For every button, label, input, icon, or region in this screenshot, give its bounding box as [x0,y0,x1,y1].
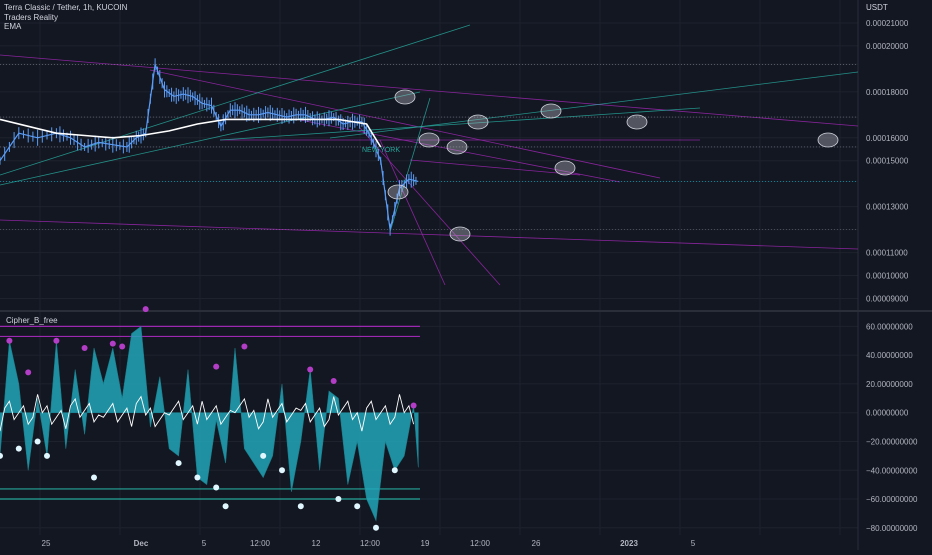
signal-dot-bottom [222,503,229,510]
sub-y-tick-label: 0.00000000 [866,409,909,418]
sub-y-tick-label: −60.00000000 [866,495,918,504]
sub-y-tick-label: 60.00000000 [866,322,913,331]
trend-line-purple [299,119,621,183]
circle-annotation [446,139,468,155]
indicator-traders-reality[interactable]: Traders Reality [4,12,58,22]
signal-dot-top [213,363,220,370]
sub-y-tick-label: 20.00000000 [866,380,913,389]
x-tick-label: 5 [202,539,207,548]
signal-dot-top [119,343,126,350]
y-tick-label: 0.00015000 [866,157,909,166]
signal-dot-bottom [391,467,398,474]
wave-area [0,325,419,522]
sub-y-tick-label: 40.00000000 [866,351,913,360]
y-tick-label: 0.00009000 [866,295,909,304]
y-tick-label: 0.00020000 [866,42,909,51]
signal-dot-top [142,306,149,313]
trend-line-purple [409,159,581,176]
y-tick-label: 0.00016000 [866,134,909,143]
signal-dot-bottom [34,438,41,445]
x-tick-label: 25 [42,539,51,548]
trend-line-purple [0,54,859,127]
signal-dot-bottom [213,484,220,491]
x-tick-label: 12:00 [470,539,491,548]
grid [0,0,858,535]
ema-line [0,118,382,148]
indicator-ema[interactable]: EMA [4,22,22,31]
trend-line-teal [0,91,421,186]
signal-dot-bottom [260,452,267,459]
signal-dot-top [6,337,13,344]
candle-wicks [0,58,417,236]
circle-annotation [540,103,562,119]
y-tick-label: 0.00021000 [866,19,909,28]
signal-dot-bottom [15,445,22,452]
sub-y-tick-label: −80.00000000 [866,524,918,533]
signal-dot-top [330,378,337,385]
x-tick-label: 12:00 [360,539,381,548]
chart-legend: Terra Classic / Tether, 1h, KUCOIN Trade… [4,3,127,32]
signal-dot-bottom [0,452,3,459]
signal-dot-bottom [175,460,182,467]
sub-y-tick-label: −40.00000000 [866,466,918,475]
signal-dot-top [410,402,417,409]
x-tick-label: 26 [532,539,541,548]
x-tick-label: 12:00 [250,539,271,548]
signal-dot-top [53,337,60,344]
trend-lines [0,24,859,286]
trend-line-teal [329,71,859,139]
signal-dot-top [109,340,116,347]
signal-dot-bottom [279,467,285,474]
signal-dot-bottom [44,452,50,459]
circle-annotation [626,114,648,130]
circle-annotation [554,160,576,176]
y-tick-label: 0.00010000 [866,272,909,281]
trend-line-purple [359,127,501,286]
signal-dot-top [241,343,248,350]
circle-annotation [817,132,839,148]
circle-annotation [467,114,489,130]
signal-dot-top [25,369,32,376]
session-label: NEW YORK [362,147,400,154]
trend-line-purple [0,219,859,250]
signal-dot-bottom [91,474,97,481]
signal-dot-bottom [335,496,342,503]
y-tick-label: 0.00011000 [866,249,908,258]
x-tick-label: 12 [312,539,321,548]
circle-annotation [394,89,416,105]
sub-y-tick-label: −20.00000000 [866,437,918,446]
signal-dot-bottom [194,474,201,481]
symbol-title[interactable]: Terra Classic / Tether, 1h, KUCOIN [4,3,128,12]
x-tick-label: 19 [421,539,430,548]
trend-line-teal [389,97,431,233]
circle-annotation [387,184,409,200]
y-tick-label: 0.00018000 [866,88,909,97]
y-tick-label: 0.00013000 [866,203,909,212]
trend-line-teal [219,107,701,141]
signal-dot-top [81,344,88,351]
momentum-line [0,394,415,432]
x-tick-label: 2023 [620,539,638,548]
signal-dot-top [307,366,314,373]
trend-line-purple [379,139,446,286]
circle-annotation [449,226,471,242]
signal-dot-bottom [373,524,379,531]
x-tick-label: Dec [134,539,149,548]
currency-label: USDT [866,3,888,12]
subchart-title[interactable]: Cipher_B_free [6,316,58,325]
trend-line-purple [149,69,661,179]
x-tick-label: 5 [691,539,696,548]
trend-line-teal [0,24,471,176]
signal-dot-bottom [297,503,304,510]
signal-dot-bottom [354,503,361,510]
circle-annotation [418,132,440,148]
